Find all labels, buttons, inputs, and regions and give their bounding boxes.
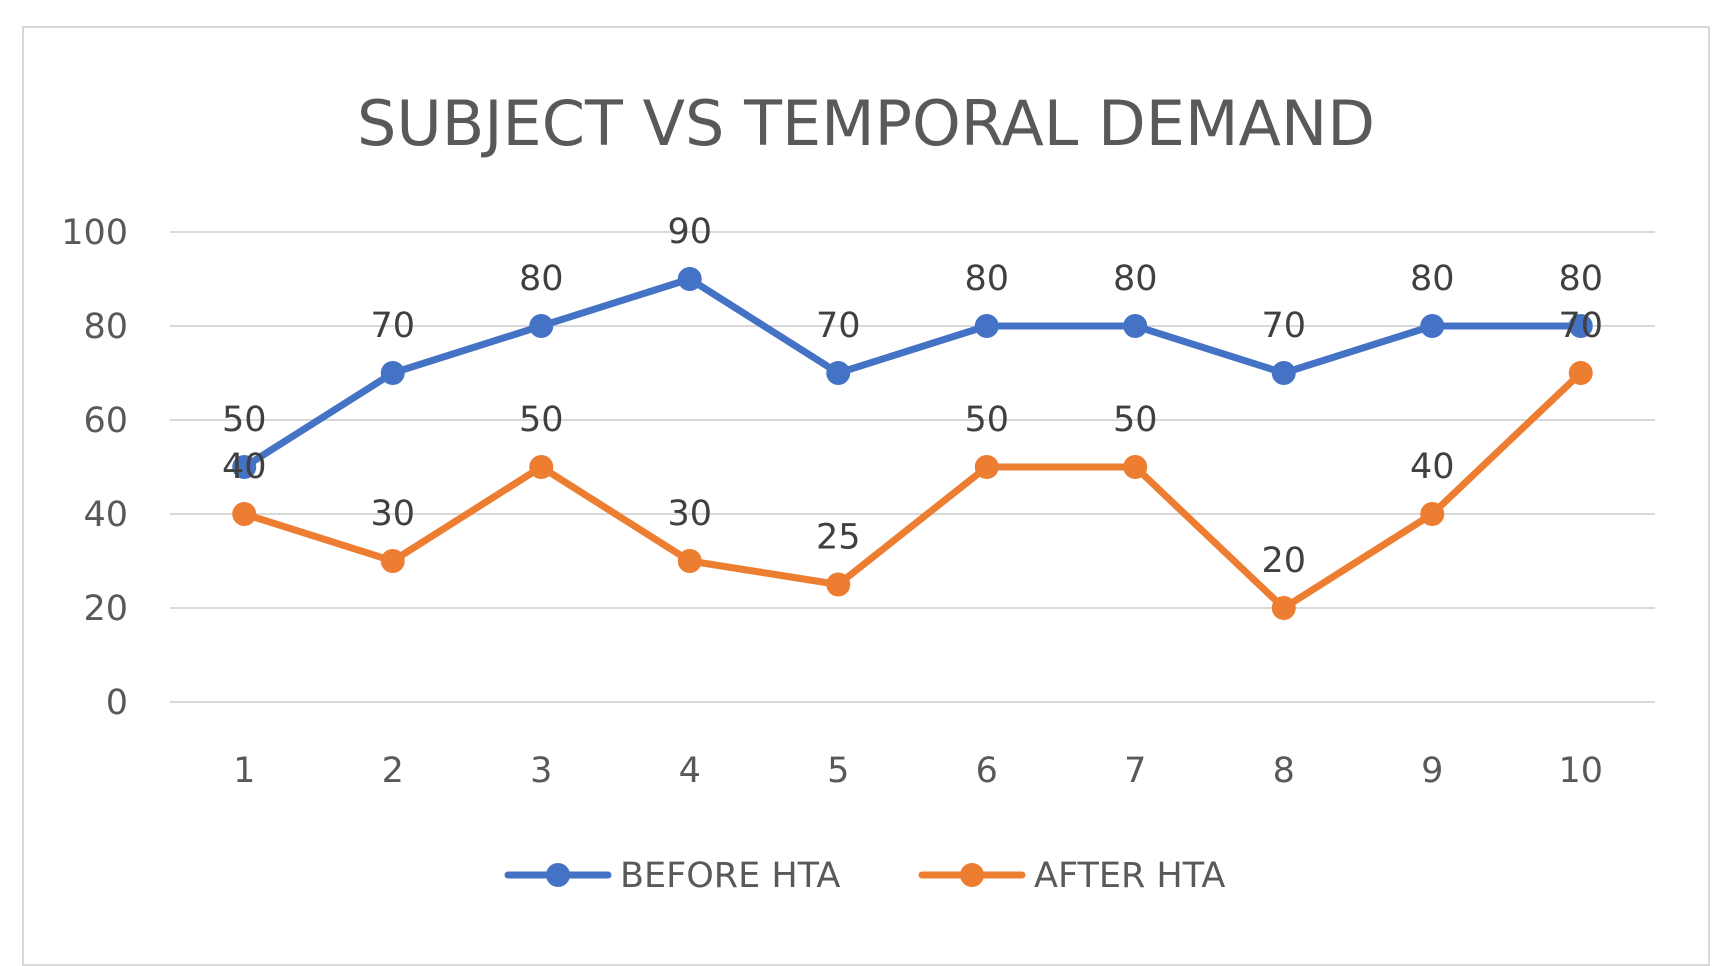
- x-tick-label: 6: [976, 751, 998, 791]
- data-label-after-hta: 40: [1410, 447, 1455, 487]
- series-line-before-hta: [240, 275, 1585, 471]
- data-label-before-hta: 70: [1261, 306, 1306, 346]
- legend-marker-before-hta: [546, 863, 570, 887]
- x-tick-label: 7: [1124, 751, 1146, 791]
- x-tick-label: 9: [1421, 751, 1443, 791]
- data-labels: 50 70 80 90 70 80 80 70 80 80 40 30 50 30 25 50 50 20 40 70: [222, 212, 1603, 581]
- legend-label-before-hta: BEFORE HTA: [620, 856, 840, 896]
- data-point-before-hta: [1420, 314, 1445, 338]
- legend-marker-after-hta: [960, 863, 984, 887]
- data-label-before-hta: 80: [1113, 259, 1158, 299]
- data-point-after-hta: [1123, 455, 1148, 479]
- x-tick-label: 3: [530, 751, 552, 791]
- y-tick-label: 80: [83, 307, 128, 347]
- data-label-before-hta: 80: [519, 259, 564, 299]
- data-label-after-hta: 50: [1113, 400, 1158, 440]
- data-point-after-hta: [1420, 502, 1445, 526]
- data-point-before-hta: [529, 314, 554, 338]
- chart-frame: [22, 26, 1710, 966]
- legend-label-after-hta: AFTER HTA: [1034, 856, 1225, 896]
- data-point-before-hta: [1568, 314, 1593, 338]
- legend: BEFORE HTA AFTER HTA: [504, 856, 1225, 896]
- y-tick-label: 100: [61, 213, 128, 253]
- data-label-before-hta: 70: [370, 306, 415, 346]
- data-point-after-hta: [826, 572, 851, 597]
- y-axis-ticks: 0 20 40 60 80 100: [61, 213, 128, 723]
- y-tick-label: 20: [83, 589, 128, 629]
- data-label-after-hta: 70: [1558, 306, 1603, 346]
- data-point-before-hta: [232, 455, 257, 479]
- y-tick-label: 0: [106, 683, 128, 723]
- x-tick-label: 4: [679, 751, 701, 791]
- data-label-after-hta: 30: [667, 494, 712, 534]
- data-label-after-hta: 40: [222, 447, 267, 487]
- data-label-before-hta: 90: [667, 212, 712, 252]
- data-point-after-hta: [1568, 361, 1593, 385]
- gridlines: [170, 231, 1655, 703]
- x-tick-label: 8: [1273, 751, 1295, 791]
- data-label-after-hta: 50: [519, 400, 564, 440]
- data-point-after-hta: [1271, 596, 1296, 620]
- y-tick-label: 40: [83, 495, 128, 535]
- x-tick-label: 10: [1558, 751, 1603, 791]
- data-point-before-hta: [826, 361, 851, 385]
- y-tick-label: 60: [83, 401, 128, 441]
- x-tick-label: 1: [233, 751, 255, 791]
- data-point-before-hta: [1123, 314, 1148, 338]
- data-label-before-hta: 50: [222, 400, 267, 440]
- data-label-before-hta: 80: [1410, 259, 1455, 299]
- data-label-before-hta: 80: [964, 259, 1009, 299]
- data-label-before-hta: 70: [816, 306, 861, 346]
- data-label-before-hta: 80: [1558, 259, 1603, 299]
- data-point-after-hta: [232, 502, 257, 526]
- data-point-after-hta: [380, 549, 405, 573]
- x-tick-label: 5: [827, 751, 849, 791]
- data-point-after-hta: [677, 549, 702, 573]
- data-point-before-hta: [380, 361, 405, 385]
- data-label-after-hta: 25: [816, 518, 861, 558]
- x-axis-ticks: 1 2 3 4 5 6 7 8 9 10: [233, 751, 1603, 791]
- data-label-after-hta: 20: [1261, 541, 1306, 581]
- data-point-after-hta: [529, 455, 554, 479]
- data-point-before-hta: [1271, 361, 1296, 385]
- data-point-before-hta: [974, 314, 999, 338]
- chart-title: SUBJECT VS TEMPORAL DEMAND: [357, 87, 1375, 160]
- data-label-after-hta: 30: [370, 494, 415, 534]
- series-lines: [232, 267, 1593, 620]
- data-label-after-hta: 50: [964, 400, 1009, 440]
- series-line-after-hta: [240, 369, 1585, 612]
- data-point-before-hta: [677, 267, 702, 291]
- data-point-after-hta: [974, 455, 999, 479]
- x-tick-label: 2: [382, 751, 404, 791]
